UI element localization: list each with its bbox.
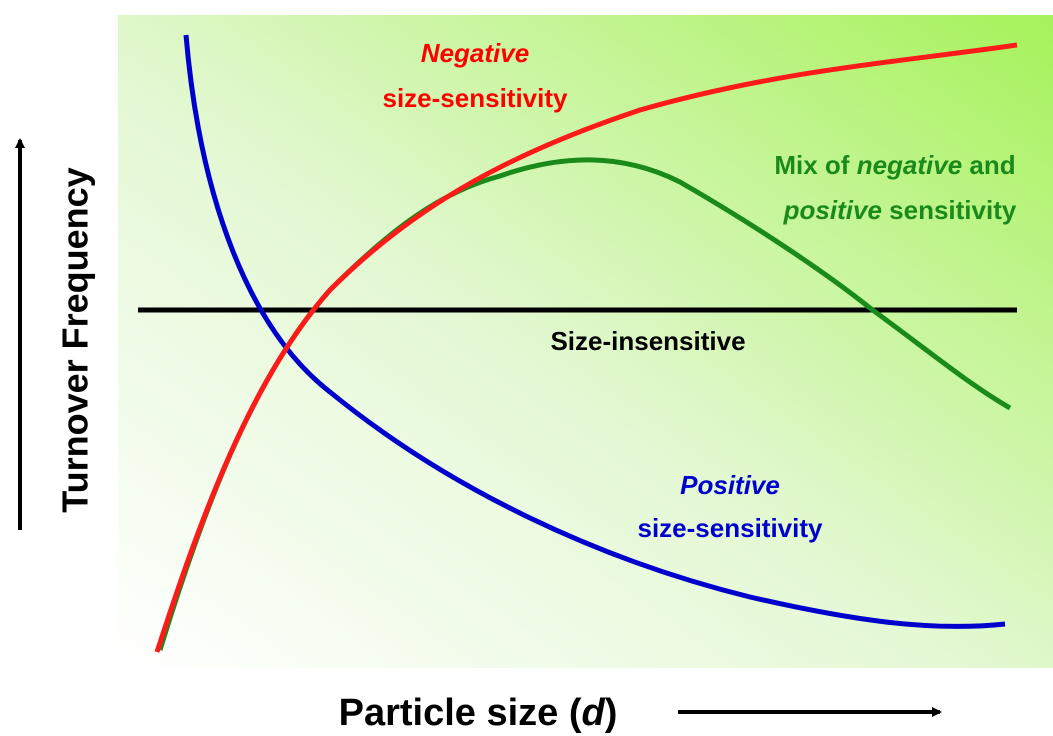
x-axis-text: )	[605, 692, 618, 734]
x-axis-label: Particle size (d)	[339, 692, 618, 734]
negative-label: Negative	[421, 38, 529, 68]
x-axis-variable: d	[582, 692, 606, 734]
plot-background	[118, 15, 1053, 668]
negative-label: size-sensitivity	[383, 83, 569, 113]
y-axis-label: Turnover Frequency	[55, 167, 96, 512]
x-axis-text: Particle size (	[339, 692, 582, 734]
mixed-label: positive sensitivity	[783, 195, 1017, 225]
positive-label: Positive	[680, 470, 780, 500]
mixed-text: sensitivity	[882, 195, 1017, 225]
mixed-emphasis: negative	[857, 150, 963, 180]
mixed-text: Mix of	[774, 150, 856, 180]
mixed-label: Mix of negative and	[774, 150, 1015, 180]
negative-curve	[154, 42, 1018, 653]
positive-label: size-sensitivity	[638, 513, 824, 543]
mixed-emphasis: positive	[783, 195, 882, 225]
mixed-text: and	[962, 150, 1015, 180]
insensitive-label: Size-insensitive	[550, 326, 745, 356]
positive-curve	[183, 34, 1006, 629]
